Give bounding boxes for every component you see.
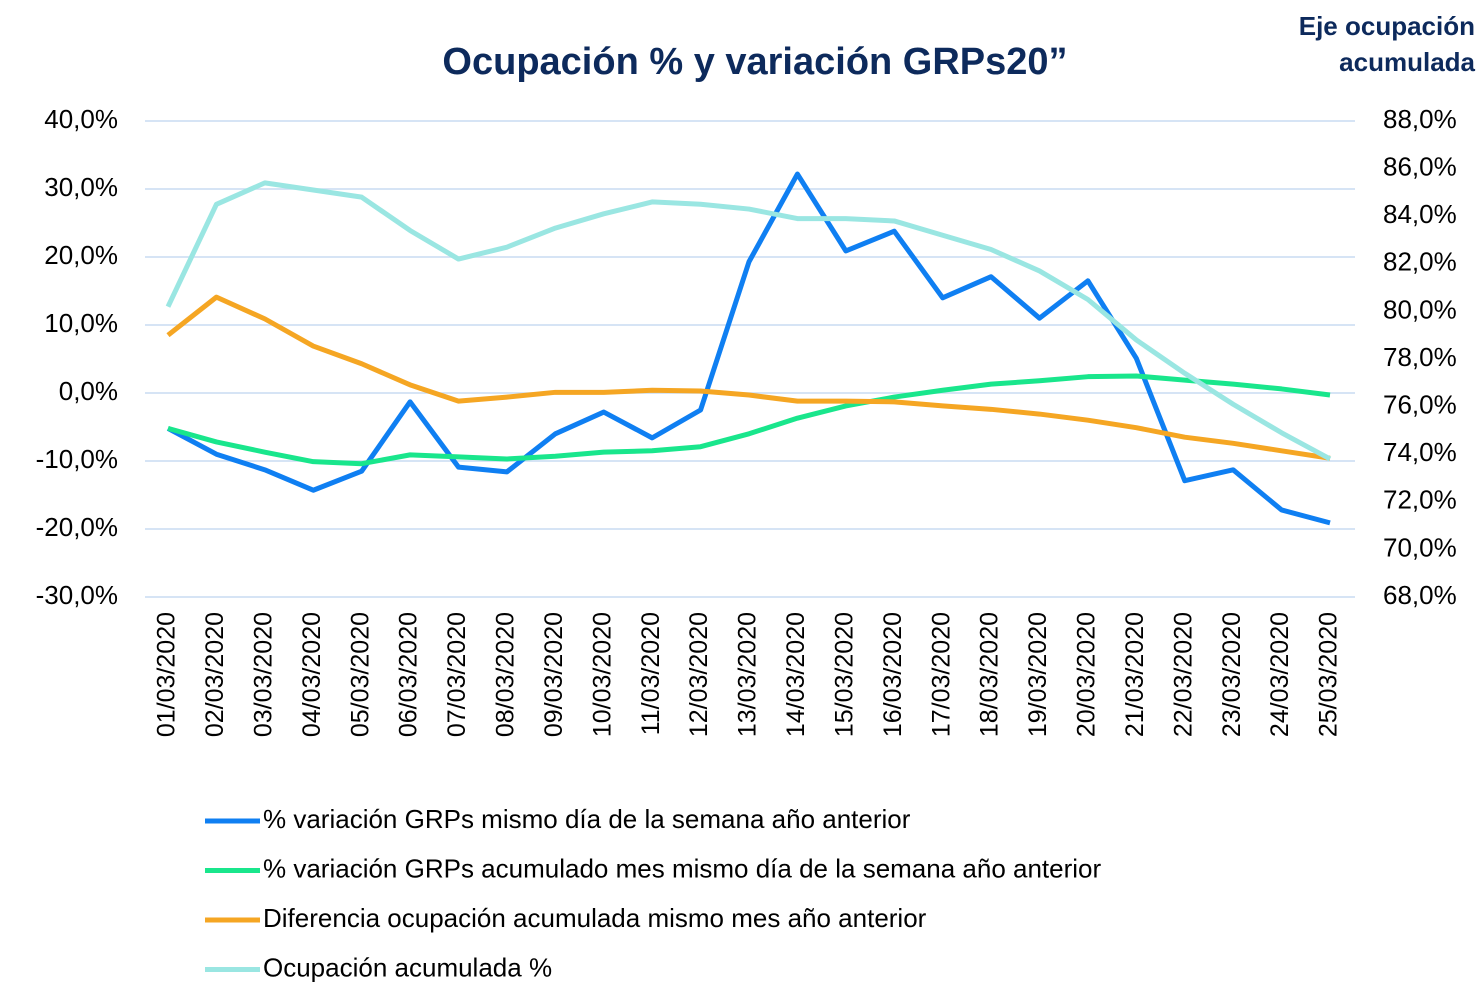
x-tick-label: 14/03/2020 bbox=[782, 612, 810, 737]
y-tick-label: 10,0% bbox=[44, 308, 118, 338]
x-tick-label: 02/03/2020 bbox=[201, 612, 229, 737]
y-tick-label: 30,0% bbox=[44, 172, 118, 202]
x-tick-label: 05/03/2020 bbox=[346, 612, 374, 737]
x-tick-label: 16/03/2020 bbox=[879, 612, 907, 737]
x-tick-label: 04/03/2020 bbox=[298, 612, 326, 737]
x-tick-label: 20/03/2020 bbox=[1073, 612, 1101, 737]
x-tick-label: 21/03/2020 bbox=[1121, 612, 1149, 737]
y2-tick-label: 68,0% bbox=[1383, 580, 1457, 610]
chart-title: Ocupación % y variación GRPs20” bbox=[442, 41, 1067, 83]
x-tick-label: 01/03/2020 bbox=[153, 612, 181, 737]
x-tick-label: 06/03/2020 bbox=[395, 612, 423, 737]
x-tick-label: 03/03/2020 bbox=[249, 612, 277, 737]
y2-tick-label: 78,0% bbox=[1383, 342, 1457, 372]
x-tick-label: 11/03/2020 bbox=[637, 612, 665, 735]
y-tick-label: -20,0% bbox=[36, 512, 118, 542]
legend-label: Diferencia ocupación acumulada mismo mes… bbox=[263, 903, 927, 933]
series-line bbox=[165, 180, 1332, 462]
y2-tick-label: 74,0% bbox=[1383, 437, 1457, 467]
x-tick-label: 17/03/2020 bbox=[927, 612, 955, 737]
series-line bbox=[166, 171, 1331, 526]
x-tick-label: 13/03/2020 bbox=[734, 612, 762, 737]
x-tick-label: 23/03/2020 bbox=[1218, 612, 1246, 737]
x-tick-label: 18/03/2020 bbox=[976, 612, 1004, 737]
x-tick-label: 22/03/2020 bbox=[1169, 612, 1197, 737]
x-tick-label: 09/03/2020 bbox=[540, 612, 568, 737]
y-tick-label: 0,0% bbox=[59, 376, 118, 406]
legend-label: % variación GRPs mismo día de la semana … bbox=[263, 804, 911, 834]
x-tick-label: 07/03/2020 bbox=[443, 612, 471, 737]
x-tick-label: 24/03/2020 bbox=[1266, 612, 1294, 737]
y-tick-label: -30,0% bbox=[36, 580, 118, 610]
series-line bbox=[166, 294, 1331, 461]
y2-tick-label: 84,0% bbox=[1383, 199, 1457, 229]
y-tick-label: -10,0% bbox=[36, 444, 118, 474]
y2-tick-label: 72,0% bbox=[1383, 485, 1457, 515]
y-tick-label: 40,0% bbox=[44, 104, 118, 134]
y2-axis-title: Eje ocupación bbox=[1299, 11, 1475, 41]
y2-tick-label: 80,0% bbox=[1383, 294, 1457, 324]
x-tick-label: 08/03/2020 bbox=[492, 612, 520, 737]
legend-label: % variación GRPs acumulado mes mismo día… bbox=[263, 853, 1102, 883]
x-tick-label: 19/03/2020 bbox=[1024, 612, 1052, 737]
y2-tick-label: 88,0% bbox=[1383, 104, 1457, 134]
y2-axis-title: acumulada bbox=[1339, 47, 1475, 77]
y-tick-label: 20,0% bbox=[44, 240, 118, 270]
y2-tick-label: 76,0% bbox=[1383, 389, 1457, 419]
y2-tick-label: 86,0% bbox=[1383, 151, 1457, 181]
y2-tick-label: 82,0% bbox=[1383, 247, 1457, 277]
series-line bbox=[167, 373, 1331, 467]
x-tick-label: 12/03/2020 bbox=[685, 612, 713, 737]
x-tick-label: 15/03/2020 bbox=[830, 612, 858, 737]
x-tick-label: 10/03/2020 bbox=[588, 612, 616, 737]
x-tick-label: 25/03/2020 bbox=[1315, 612, 1343, 737]
legend-label: Ocupación acumulada % bbox=[263, 952, 552, 982]
y2-tick-label: 70,0% bbox=[1383, 532, 1457, 562]
